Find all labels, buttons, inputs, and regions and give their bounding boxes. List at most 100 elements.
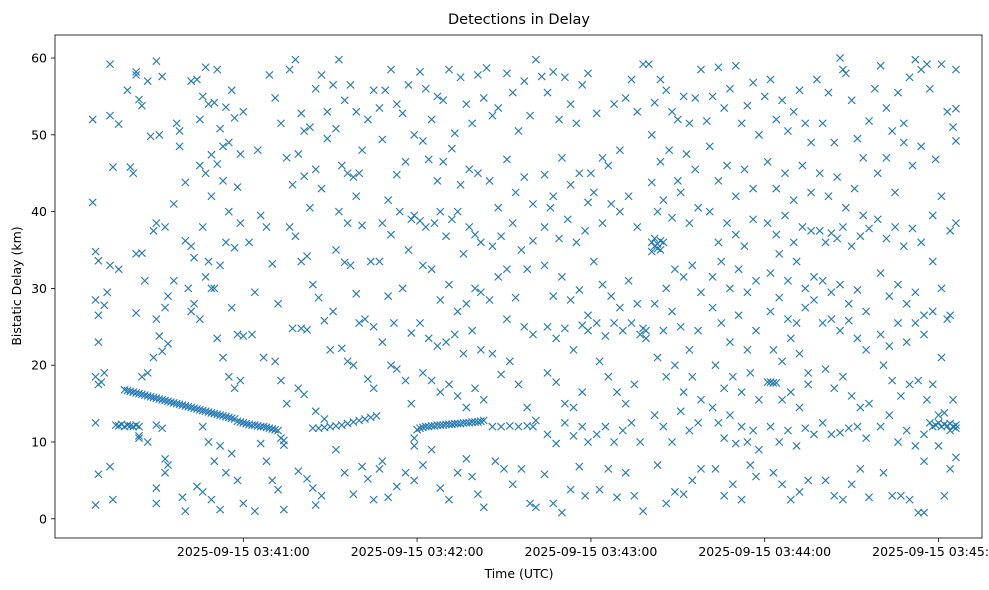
scatter-point <box>668 213 677 222</box>
scatter-point <box>169 398 178 407</box>
scatter-point <box>749 215 758 224</box>
scatter-point <box>355 169 364 178</box>
scatter-point <box>433 342 442 351</box>
scatter-point <box>137 372 146 381</box>
scatter-point <box>853 334 862 343</box>
scatter-point <box>204 438 213 446</box>
scatter-point <box>754 445 763 454</box>
scatter-point <box>169 199 178 208</box>
scatter-point <box>175 400 184 409</box>
scatter-point <box>132 309 141 317</box>
scatter-point <box>259 422 268 431</box>
scatter-point <box>227 449 236 458</box>
scatter-point <box>135 422 143 431</box>
scatter-point <box>332 124 340 133</box>
scatter-point <box>320 414 329 423</box>
scatter-point <box>482 64 491 73</box>
scatter-point <box>717 257 726 266</box>
scatter-point <box>746 461 755 470</box>
scatter-point <box>627 75 636 84</box>
scatter-point <box>925 418 934 427</box>
scatter-point <box>468 418 477 427</box>
scatter-point <box>879 361 888 370</box>
scatter-point <box>781 169 790 178</box>
scatter-point <box>821 365 830 374</box>
scatter-point <box>920 311 929 320</box>
scatter-point <box>436 295 445 304</box>
scatter-point <box>656 75 665 84</box>
x-axis-label: Time (UTC) <box>483 566 553 581</box>
scatter-point <box>268 424 277 433</box>
scatter-point <box>575 285 584 294</box>
scatter-point <box>479 395 488 404</box>
scatter-point <box>221 103 230 112</box>
scatter-point <box>158 424 167 433</box>
scatter-point <box>772 115 781 124</box>
scatter-point <box>433 176 442 185</box>
scatter-point <box>749 78 758 87</box>
scatter-point <box>607 199 616 208</box>
scatter-point <box>937 353 946 362</box>
scatter-point <box>216 411 225 420</box>
scatter-point <box>894 318 902 327</box>
scatter-point <box>297 324 306 333</box>
scatter-point <box>135 431 143 440</box>
scatter-point <box>163 461 172 470</box>
scatter-point <box>786 334 795 343</box>
scatter-point <box>152 394 161 403</box>
scatter-point <box>766 269 775 278</box>
scatter-point <box>166 398 175 407</box>
scatter-point <box>256 439 265 448</box>
scatter-point <box>416 67 424 76</box>
scatter-point <box>766 307 775 316</box>
scatter-point <box>447 215 456 224</box>
scatter-point <box>479 93 488 102</box>
scatter-point <box>494 203 503 212</box>
scatter-point <box>210 98 219 107</box>
scatter-point <box>586 169 595 178</box>
scatter-point <box>161 222 170 231</box>
scatter-point <box>888 491 897 500</box>
scatter-point <box>392 100 401 109</box>
scatter-point <box>468 119 477 128</box>
scatter-point <box>192 404 201 413</box>
scatter-point <box>219 411 228 420</box>
scatter-point <box>146 132 155 141</box>
scatter-point <box>366 257 375 266</box>
scatter-point <box>442 232 451 241</box>
scatter-point <box>752 326 761 335</box>
scatter-point <box>673 176 682 185</box>
scatter-point <box>259 353 268 362</box>
scatter-point <box>528 199 537 208</box>
scatter-point <box>207 408 216 417</box>
scatter-point <box>569 345 578 354</box>
scatter-point <box>311 84 320 93</box>
scatter-point <box>804 380 813 389</box>
scatter-point <box>769 345 778 354</box>
scatter-point <box>123 421 132 430</box>
scatter-point <box>572 238 581 247</box>
scatter-point <box>943 107 952 116</box>
scatter-point <box>149 226 158 235</box>
scatter-point <box>340 96 349 105</box>
scatter-point <box>207 150 216 159</box>
scatter-point <box>604 464 613 473</box>
scatter-point <box>801 303 810 312</box>
chart-title: Detections in Delay <box>448 12 590 28</box>
scatter-point <box>366 413 375 422</box>
scatter-point <box>824 88 833 97</box>
scatter-point <box>416 424 424 433</box>
scatter-point <box>679 490 688 499</box>
scatter-point <box>662 86 671 95</box>
scatter-point <box>836 54 845 63</box>
scatter-point <box>271 93 280 102</box>
scatter-point <box>221 468 230 477</box>
scatter-point <box>517 246 526 255</box>
scatter-point <box>740 165 749 174</box>
scatter-point <box>685 426 694 435</box>
scatter-point <box>911 441 920 450</box>
scatter-point <box>308 484 317 493</box>
scatter-point <box>951 65 960 74</box>
scatter-point <box>227 414 236 423</box>
scatter-point <box>106 261 115 270</box>
